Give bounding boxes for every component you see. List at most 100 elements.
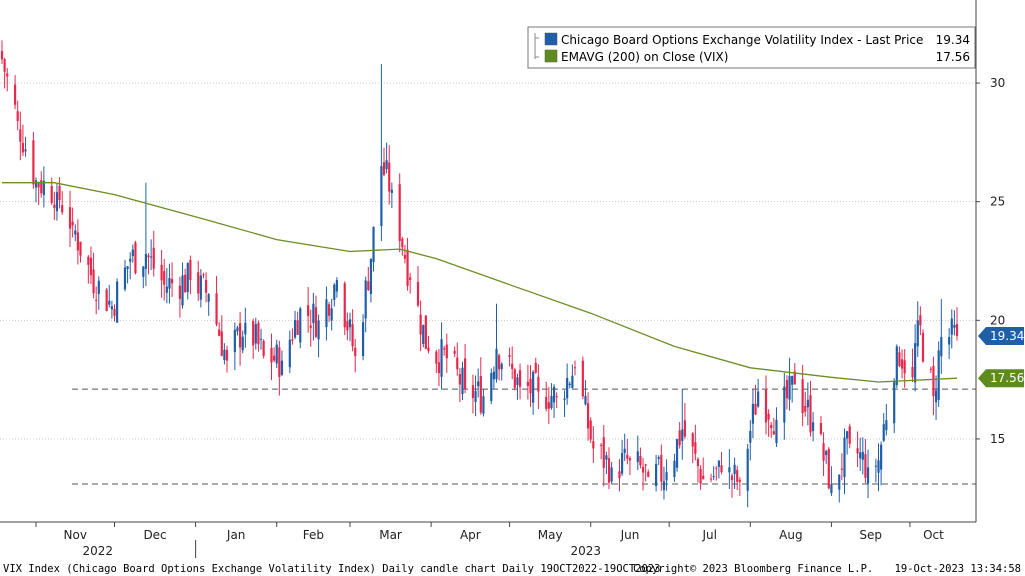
candle-body bbox=[885, 420, 888, 431]
candle-body bbox=[568, 383, 571, 386]
candle-body bbox=[244, 322, 247, 335]
candle-body bbox=[738, 479, 741, 482]
candle-body bbox=[895, 346, 898, 385]
candle-body bbox=[819, 423, 823, 434]
candle-body bbox=[866, 467, 870, 484]
candle-body bbox=[160, 264, 163, 281]
x-month-label: Dec bbox=[143, 528, 166, 542]
candle-body bbox=[715, 467, 718, 469]
candle-body bbox=[299, 308, 302, 343]
candle-body bbox=[788, 375, 791, 400]
candle-body bbox=[278, 347, 281, 378]
candle-body bbox=[123, 267, 127, 290]
candle-body bbox=[584, 395, 587, 405]
candle-body bbox=[655, 463, 658, 486]
candle-body bbox=[641, 466, 645, 473]
ema-tag: 17.56 bbox=[978, 369, 1024, 388]
x-month-label: Jun bbox=[620, 528, 640, 542]
x-month-label: Nov bbox=[64, 528, 87, 542]
legend-frame bbox=[527, 26, 976, 69]
candle-body bbox=[42, 180, 45, 196]
candle-body bbox=[678, 430, 681, 446]
candle-body bbox=[940, 336, 943, 357]
candle-body bbox=[238, 323, 242, 348]
candle-body bbox=[296, 320, 299, 335]
candle-body bbox=[919, 315, 922, 326]
candle-body bbox=[406, 249, 409, 286]
candle-body bbox=[262, 340, 265, 356]
candle-body bbox=[620, 453, 624, 474]
candle-body bbox=[811, 422, 815, 431]
candle-body bbox=[335, 279, 339, 292]
legend-label-last-price: Chicago Board Options Exchange Volatilit… bbox=[561, 33, 923, 47]
x-month-label: Apr bbox=[460, 528, 481, 542]
candle-body bbox=[775, 419, 778, 444]
candle-body bbox=[189, 260, 192, 280]
candle-body bbox=[728, 467, 731, 473]
candle-body bbox=[937, 350, 940, 400]
candle-body bbox=[163, 271, 166, 285]
legend-value-ema: 17.56 bbox=[936, 50, 970, 64]
candle-body bbox=[424, 315, 427, 349]
legend-label-ema: EMAVG (200) on Close (VIX) bbox=[561, 50, 728, 64]
candle-body bbox=[390, 189, 393, 194]
candle-body bbox=[914, 343, 917, 383]
last-price-tag-shape bbox=[978, 326, 1024, 345]
legend-tree-icon bbox=[534, 33, 539, 59]
candle-body bbox=[809, 395, 812, 433]
candle-body bbox=[252, 321, 255, 346]
candle-body bbox=[87, 256, 90, 265]
candle-body bbox=[259, 338, 263, 340]
x-month-label: Feb bbox=[303, 528, 324, 542]
candle-body bbox=[793, 371, 796, 385]
candle-body bbox=[55, 192, 59, 212]
candle-body bbox=[19, 129, 22, 142]
candle-body bbox=[199, 275, 202, 300]
candle-body bbox=[490, 373, 493, 401]
candle-body bbox=[581, 360, 584, 397]
candle-body bbox=[665, 472, 668, 481]
candle-body bbox=[364, 280, 367, 319]
legend-swatch-last-price bbox=[544, 32, 558, 46]
candle-body bbox=[508, 355, 511, 357]
candle-body bbox=[550, 395, 553, 408]
footer: VIX Index (Chicago Board Options Exchang… bbox=[3, 563, 1021, 575]
candle-body bbox=[150, 256, 153, 258]
candle-body bbox=[207, 294, 210, 302]
candle-body bbox=[513, 369, 516, 388]
candle-body bbox=[79, 241, 82, 256]
candle-body bbox=[314, 307, 318, 337]
candle-body bbox=[843, 437, 846, 478]
candle-body bbox=[280, 360, 284, 375]
candle-body bbox=[746, 448, 749, 491]
footer-copyright: Copyright© 2023 Bloomberg Finance L.P. bbox=[633, 563, 873, 575]
candle-body bbox=[21, 142, 25, 153]
candle-body bbox=[898, 352, 901, 367]
candle-body bbox=[273, 355, 276, 361]
candle-body bbox=[662, 481, 666, 491]
candle-body bbox=[660, 454, 663, 482]
candle-body bbox=[343, 283, 346, 328]
candle-body bbox=[623, 448, 626, 453]
y-tick-label: 30 bbox=[990, 76, 1005, 90]
candle-body bbox=[628, 458, 632, 461]
candle-body bbox=[848, 426, 851, 444]
y-tick-label: 25 bbox=[990, 195, 1005, 209]
candle-body bbox=[129, 258, 132, 262]
candle-body bbox=[401, 238, 404, 248]
candle-body bbox=[806, 399, 809, 408]
candle-body bbox=[586, 403, 590, 429]
candle-body bbox=[403, 254, 407, 259]
candle-body bbox=[639, 455, 642, 466]
candle-body bbox=[498, 355, 501, 370]
last-price-tag-value: 19.34 bbox=[990, 329, 1024, 343]
candle-body bbox=[934, 390, 938, 403]
candle-body bbox=[202, 274, 205, 276]
candle-body bbox=[911, 366, 914, 378]
candle-body bbox=[694, 442, 697, 454]
candle-body bbox=[458, 374, 461, 385]
candle-body bbox=[827, 449, 830, 489]
candle-body bbox=[13, 84, 17, 105]
x-year-label: 2023 bbox=[571, 544, 602, 558]
candle-body bbox=[398, 184, 401, 241]
